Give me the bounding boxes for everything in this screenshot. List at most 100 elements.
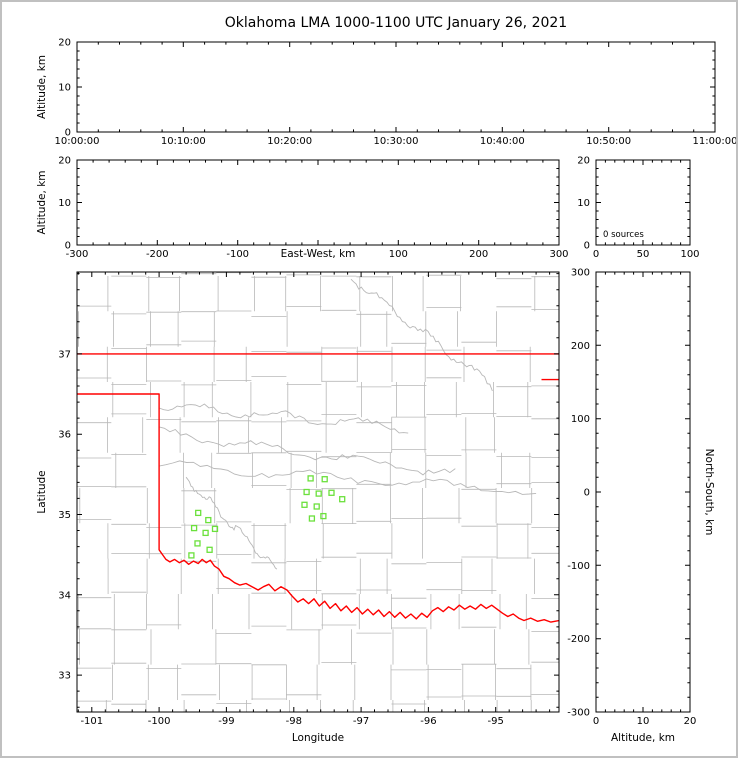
county-boundaries — [77, 272, 559, 712]
x-tick-label: 50 — [637, 249, 650, 260]
lma-station-marker — [328, 489, 335, 496]
x-tick-label: 300 — [549, 249, 568, 260]
panel-eastwest-altitude-ticks — [76, 159, 560, 246]
x-tick-label: -99 — [218, 716, 234, 727]
x-tick-label: 0 — [593, 249, 599, 260]
panel-plan-view-map: -101 -100 -99 -98 -97 -96 -95 33 34 35 36 37 Longitu… — [36, 271, 560, 744]
y-axis-label: Altitude, km — [36, 170, 48, 234]
river-line — [158, 426, 456, 476]
lma-station-marker — [321, 476, 328, 483]
y-tick-label: 20 — [58, 156, 71, 167]
panel-eastwest-altitude-frame — [76, 159, 560, 246]
x-axis-label: Altitude, km — [611, 732, 675, 744]
y-tick-label: 33 — [58, 671, 71, 682]
x-tick-label: 10:50:00 — [586, 136, 631, 147]
y-tick-label: -100 — [567, 561, 590, 572]
y-tick-label: 36 — [58, 430, 71, 441]
x-tick-label: 10:20:00 — [267, 136, 312, 147]
x-tick-label: -95 — [488, 716, 504, 727]
x-tick-label: -98 — [286, 716, 302, 727]
y-tick-label: -300 — [567, 708, 590, 719]
lma-station-marker — [190, 524, 198, 532]
lma-stations — [188, 475, 346, 559]
lma-station-marker — [202, 529, 209, 537]
panel-plan-view-map-ticks — [77, 272, 559, 712]
x-axis-label: Longitude — [292, 732, 344, 744]
y-tick-label: 10 — [577, 198, 590, 209]
lma-station-marker — [307, 475, 314, 482]
x-tick-label: 10:40:00 — [480, 136, 525, 147]
panel-altitude-northsouth-frame — [595, 271, 691, 713]
x-tick-label: 10 — [637, 716, 650, 727]
y-tick-label: -200 — [567, 634, 590, 645]
panel-plan-view-map-frame — [76, 271, 560, 713]
x-tick-label: 10:10:00 — [161, 136, 206, 147]
x-tick-label: 100 — [680, 249, 699, 260]
y-tick-label: 37 — [58, 349, 71, 360]
sources-count-label: 0 sources — [603, 230, 644, 240]
y-tick-label: 10 — [58, 198, 71, 209]
panel-altitude-northsouth: 0 10 20 -300 -200 -100 0 100 200 300 Altitude, km N… — [567, 268, 715, 745]
lma-station-marker — [195, 509, 202, 517]
y-tick-label: 200 — [571, 341, 590, 352]
y-axis-label: Latitude — [36, 470, 48, 513]
x-tick-label: 100 — [389, 249, 408, 260]
lma-station-marker — [313, 503, 320, 510]
y-tick-label: 0 — [65, 128, 71, 139]
y-axis-label: North-South, km — [703, 449, 715, 536]
x-tick-label: 10:00:00 — [55, 136, 100, 147]
lma-station-marker — [308, 515, 316, 522]
y-tick-label: 35 — [58, 510, 71, 521]
lma-station-marker — [188, 552, 195, 559]
lma-station-marker — [206, 546, 213, 553]
x-tick-label: 20 — [684, 716, 697, 727]
y-axis-label: Altitude, km — [36, 55, 48, 119]
y-tick-label: 0 — [584, 241, 590, 252]
y-tick-label: 20 — [577, 156, 590, 167]
lma-station-marker — [303, 488, 310, 496]
y-tick-label: 20 — [58, 38, 71, 49]
oklahoma-state-border — [77, 393, 559, 623]
x-tick-label: -200 — [146, 249, 169, 260]
x-tick-label: -97 — [353, 716, 369, 727]
x-tick-label: -101 — [80, 716, 103, 727]
x-tick-label: -100 — [226, 249, 249, 260]
x-tick-label: 0 — [593, 716, 599, 727]
x-tick-label: -300 — [66, 249, 89, 260]
lma-station-marker — [301, 501, 308, 508]
y-tick-label: 300 — [571, 268, 590, 279]
lma-station-marker — [320, 512, 327, 520]
lma-station-marker — [205, 516, 212, 524]
lma-station-marker — [211, 525, 219, 533]
panel-altitude-northsouth-ticks — [595, 271, 691, 713]
panel-eastwest-altitude: -300 -200 -100 100 200 300 0 10 20 East-West, km A… — [36, 156, 569, 261]
map-layers — [77, 272, 559, 712]
figure-title: Oklahoma LMA 1000-1100 UTC January 26, 2… — [225, 15, 567, 31]
y-tick-label: 0 — [65, 241, 71, 252]
panels-group: 10:00:00 10:10:00 10:20:00 10:30:00 10:40:00… — [36, 38, 736, 745]
panel-time-altitude: 10:00:00 10:10:00 10:20:00 10:30:00 10:40:00… — [36, 38, 736, 148]
y-tick-label: 0 — [584, 488, 590, 499]
x-axis-label: East-West, km — [281, 248, 356, 260]
lma-station-marker — [315, 490, 322, 497]
lma-station-marker — [339, 496, 346, 503]
y-tick-label: 10 — [58, 83, 71, 94]
river-line — [158, 403, 409, 434]
x-tick-label: -96 — [420, 716, 436, 727]
river-line — [159, 460, 537, 495]
panel-source-histogram-ticks — [595, 159, 691, 246]
panel-source-histogram: 0 50 100 0 10 20 0 sources — [577, 156, 699, 261]
x-tick-label: 200 — [469, 249, 488, 260]
x-tick-label: -100 — [148, 716, 171, 727]
panel-time-altitude-ticks — [76, 41, 716, 133]
panel-time-altitude-frame — [76, 41, 716, 133]
y-tick-label: 34 — [58, 590, 71, 601]
river-line — [350, 278, 493, 392]
y-tick-label: 100 — [571, 414, 590, 425]
x-tick-label: 11:00:00 — [693, 136, 736, 147]
lma-station-marker — [194, 540, 201, 547]
river-line — [185, 476, 278, 570]
x-tick-label: 10:30:00 — [374, 136, 419, 147]
